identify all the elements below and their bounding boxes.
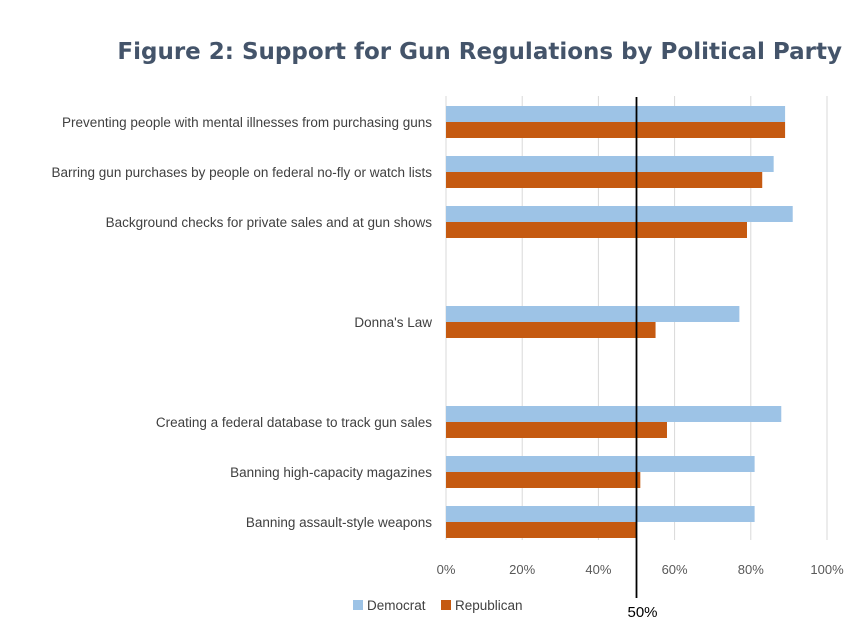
bar-democrat-1 [446, 106, 786, 122]
bar-democrat-6 [446, 456, 755, 472]
x-tick-label-60: 60% [662, 562, 688, 577]
chart-title: Figure 2: Support for Gun Regulations by… [117, 39, 842, 65]
x-tick-label-80: 80% [738, 562, 764, 577]
bar-republican-6 [446, 472, 641, 488]
category-label-4: Donna's Law [354, 315, 432, 330]
bar-democrat-5 [446, 406, 782, 422]
bar-democrat-4 [446, 306, 740, 322]
bar-democrat-2 [446, 156, 774, 172]
x-axis-ticks: 0% 20% 40% 60% 80% 100% [437, 562, 844, 577]
category-label-1: Preventing people with mental illnesses … [62, 115, 432, 130]
category-label-2: Barring gun purchases by people on feder… [52, 165, 433, 180]
x-tick-label-100: 100% [810, 562, 844, 577]
bar-republican-4 [446, 322, 656, 338]
bar-republican-1 [446, 122, 786, 138]
bar-democrat-3 [446, 206, 793, 222]
category-label-5: Creating a federal database to track gun… [156, 415, 432, 430]
bar-republican-5 [446, 422, 667, 438]
category-label-7: Banning assault-style weapons [246, 515, 432, 530]
legend-label-republican: Republican [455, 598, 523, 613]
category-labels: Preventing people with mental illnesses … [52, 115, 433, 530]
bar-republican-7 [446, 522, 637, 538]
category-label-6: Banning high-capacity magazines [230, 465, 432, 480]
bar-republican-2 [446, 172, 763, 188]
legend: Democrat Republican [353, 598, 523, 613]
reference-line-label: 50% [627, 604, 657, 621]
x-tick-label-40: 40% [585, 562, 611, 577]
bar-republican-3 [446, 222, 747, 238]
legend-swatch-democrat [353, 600, 363, 610]
legend-label-democrat: Democrat [367, 598, 426, 613]
x-tick-label-20: 20% [509, 562, 535, 577]
legend-swatch-republican [441, 600, 451, 610]
reference-line-group: 50% [627, 97, 658, 621]
bar-democrat-7 [446, 506, 755, 522]
x-tick-label-0: 0% [437, 562, 456, 577]
category-label-3: Background checks for private sales and … [106, 215, 433, 230]
bars [446, 106, 793, 538]
